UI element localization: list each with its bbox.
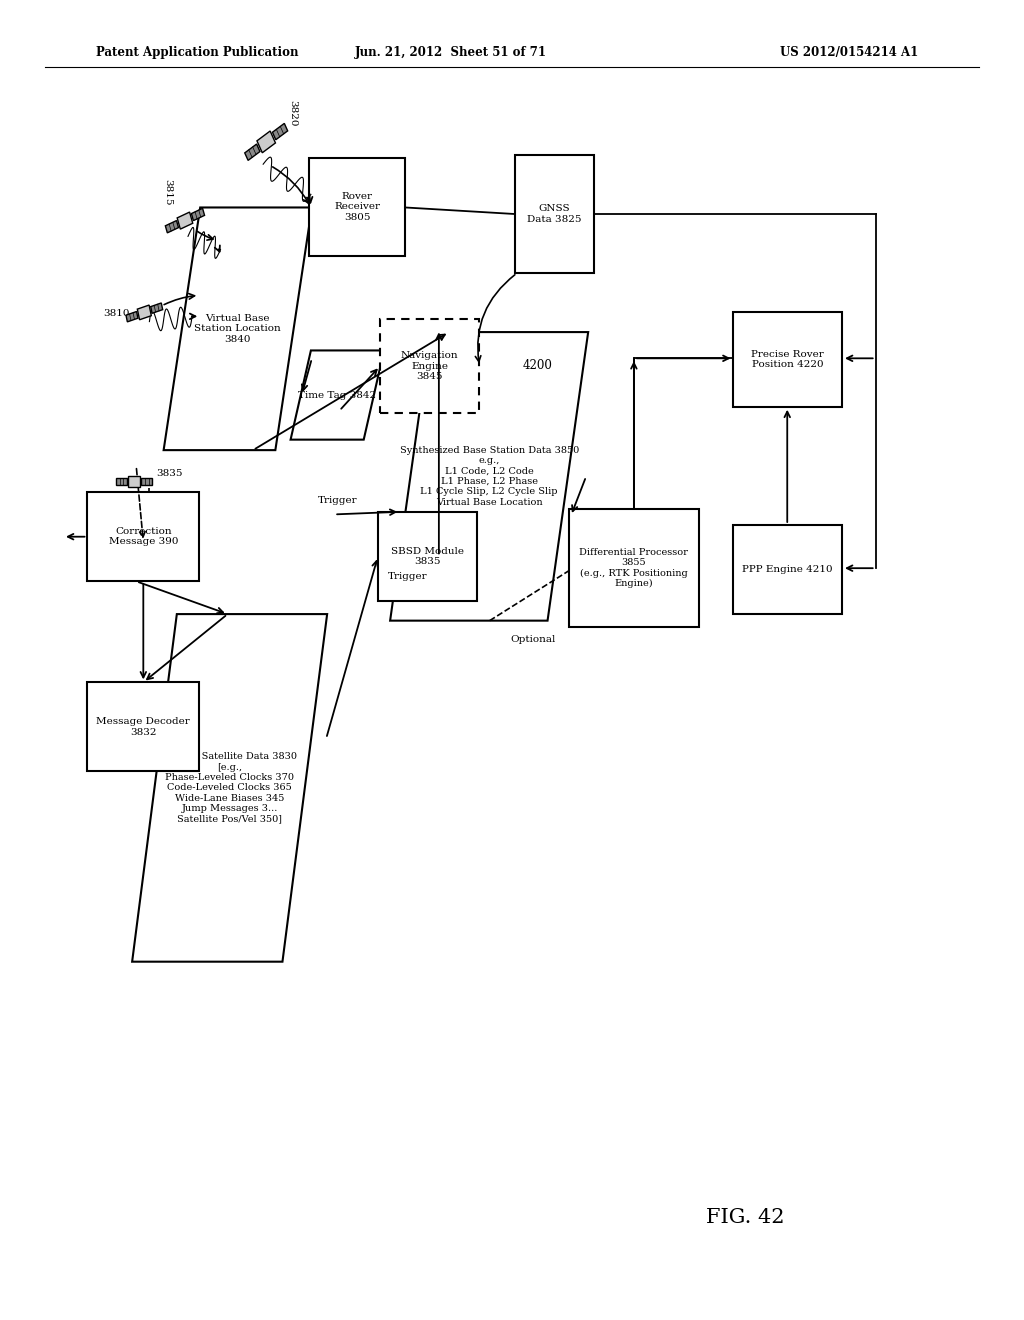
Polygon shape	[165, 220, 178, 232]
Bar	[378, 512, 477, 601]
Text: Rover
Receiver
3805: Rover Receiver 3805	[334, 191, 380, 222]
Bar	[733, 525, 842, 614]
Polygon shape	[151, 304, 163, 313]
Text: Precise Rover
Position 4220: Precise Rover Position 4220	[752, 350, 824, 370]
Text: PPP Engine 4210: PPP Engine 4210	[742, 565, 834, 574]
Text: 3835: 3835	[157, 470, 183, 478]
Text: Differential Processor
3855
(e.g., RTK Positioning
Engine): Differential Processor 3855 (e.g., RTK P…	[580, 548, 688, 589]
Text: SBSD Module
3835: SBSD Module 3835	[391, 546, 464, 566]
Text: Synthesized Base Station Data 3850
e.g.,
L1 Code, L2 Code
L1 Phase, L2 Phase
L1 : Synthesized Base Station Data 3850 e.g.,…	[399, 446, 579, 507]
Bar	[569, 510, 699, 627]
Text: 3810: 3810	[103, 309, 130, 318]
Text: US 2012/0154214 A1: US 2012/0154214 A1	[780, 46, 919, 59]
Polygon shape	[164, 207, 312, 450]
Text: Trigger: Trigger	[317, 495, 357, 504]
Polygon shape	[390, 333, 588, 620]
Bar	[515, 154, 594, 273]
Text: Trigger: Trigger	[388, 572, 428, 581]
Text: Patent Application Publication: Patent Application Publication	[95, 46, 298, 59]
Polygon shape	[126, 312, 138, 322]
Polygon shape	[272, 123, 288, 140]
Polygon shape	[137, 305, 152, 319]
Polygon shape	[257, 131, 275, 153]
Text: 3815: 3815	[164, 180, 173, 206]
Polygon shape	[245, 144, 260, 161]
Text: Correction
Message 390: Correction Message 390	[109, 527, 178, 546]
Polygon shape	[128, 477, 140, 487]
Text: Time Tag 3842: Time Tag 3842	[298, 391, 377, 400]
Bar	[309, 157, 406, 256]
Bar	[87, 682, 200, 771]
Polygon shape	[177, 213, 193, 230]
Text: Virtual Base
Station Location
3840: Virtual Base Station Location 3840	[195, 314, 282, 343]
Polygon shape	[141, 478, 153, 484]
Polygon shape	[116, 478, 127, 484]
Text: Jun. 21, 2012  Sheet 51 of 71: Jun. 21, 2012 Sheet 51 of 71	[355, 46, 547, 59]
Text: Message Decoder
3832: Message Decoder 3832	[96, 717, 190, 737]
Text: 4200: 4200	[522, 359, 552, 372]
Bar	[87, 492, 200, 581]
Polygon shape	[191, 209, 205, 220]
Polygon shape	[291, 350, 384, 440]
Text: Optional: Optional	[510, 635, 555, 644]
Text: FIG. 42: FIG. 42	[707, 1208, 784, 1228]
Text: GNSS
Data 3825: GNSS Data 3825	[527, 205, 582, 223]
Polygon shape	[132, 614, 327, 962]
Text: Navigation
Engine
3845: Navigation Engine 3845	[401, 351, 459, 381]
Bar	[733, 313, 842, 407]
Text: Precise Satellite Data 3830
[e.g.,
Phase-Leveled Clocks 370
Code-Leveled Clocks : Precise Satellite Data 3830 [e.g., Phase…	[162, 752, 297, 824]
Bar	[380, 319, 479, 413]
Text: 3820: 3820	[289, 100, 298, 127]
